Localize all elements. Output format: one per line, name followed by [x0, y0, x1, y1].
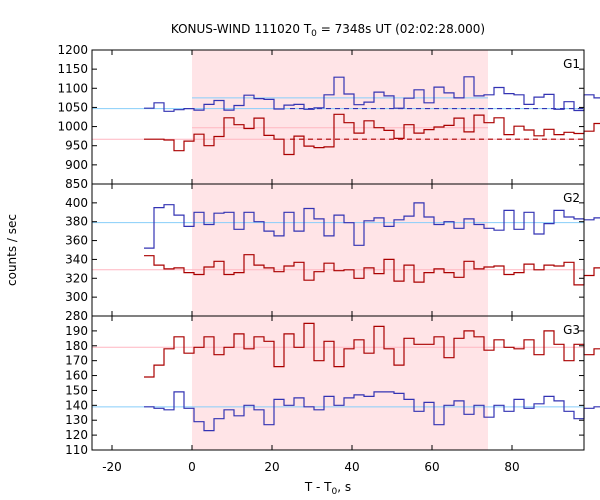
- x-axis-label: T - T0, s: [304, 480, 351, 497]
- panel-g2: 280 300 320 340 360 380 400 G2: [65, 183, 600, 323]
- y-tick-label: 850: [65, 177, 88, 191]
- y-tick-label: 900: [65, 158, 88, 172]
- x-tick-label: 40: [344, 460, 359, 474]
- panel-label: G2: [563, 191, 580, 205]
- x-tick-label: 60: [424, 460, 439, 474]
- y-tick-label: 300: [65, 290, 88, 304]
- y-tick-label: 280: [65, 309, 88, 323]
- y-tick-label: 140: [65, 398, 88, 412]
- panel-g1: 850 900 950 1000 1050 1100 1150 1200 G1: [57, 43, 600, 191]
- series-blue-g3: [144, 391, 600, 432]
- series-blue-g2: [144, 202, 600, 249]
- y-tick-label: 340: [65, 252, 88, 266]
- y-tick-label: 320: [65, 271, 88, 285]
- x-tick-label: 20: [264, 460, 279, 474]
- x-tick-label: 80: [504, 460, 519, 474]
- y-tick-label: 180: [65, 339, 88, 353]
- plot-area: 85090095010001050110011501200G1280300320…: [57, 43, 600, 474]
- panel-label: G1: [563, 57, 580, 71]
- y-tick-label: 400: [65, 196, 88, 210]
- y-axis-label: counts / sec: [5, 214, 19, 286]
- y-tick-label: 1150: [57, 62, 88, 76]
- y-tick-label: 130: [65, 413, 88, 427]
- y-tick-label: 110: [65, 443, 88, 457]
- series-red-g3: [144, 322, 600, 378]
- series-red-g2: [144, 254, 600, 286]
- series-blue-g1: [144, 76, 600, 112]
- y-tick-label: 1100: [57, 81, 88, 95]
- y-tick-label: 380: [65, 215, 88, 229]
- series-red-g1: [144, 113, 600, 156]
- y-tick-label: 160: [65, 369, 88, 383]
- panel-frame: [91, 315, 585, 451]
- y-tick-label: 120: [65, 428, 88, 442]
- x-tick-label: 0: [188, 460, 196, 474]
- y-tick-label: 170: [65, 354, 88, 368]
- y-tick-label: 190: [65, 324, 88, 338]
- y-tick-label: 1050: [57, 100, 88, 114]
- y-tick-label: 1000: [57, 120, 88, 134]
- y-tick-label: 950: [65, 139, 88, 153]
- y-tick-label: 1200: [57, 43, 88, 57]
- x-tick-label: -20: [102, 460, 122, 474]
- y-tick-label: 360: [65, 234, 88, 248]
- chart-title: KONUS-WIND 111020 T0 = 7348s UT (02:02:2…: [171, 22, 485, 39]
- panel-label: G3: [563, 323, 580, 337]
- y-tick-label: 150: [65, 383, 88, 397]
- shaded-interval: [192, 50, 488, 450]
